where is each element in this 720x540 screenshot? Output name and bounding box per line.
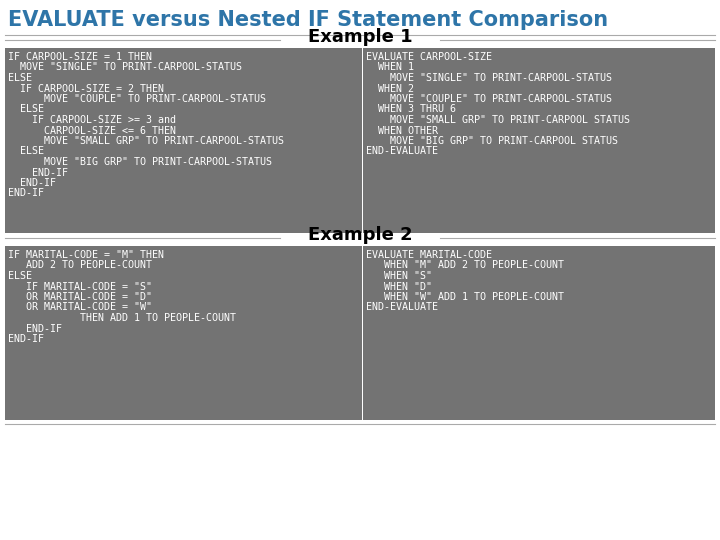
- Text: MOVE "SMALL GRP" TO PRINT-CARPOOL STATUS: MOVE "SMALL GRP" TO PRINT-CARPOOL STATUS: [366, 115, 630, 125]
- Text: ELSE: ELSE: [8, 146, 44, 157]
- Text: CARPOOL-SIZE <= 6 THEN: CARPOOL-SIZE <= 6 THEN: [8, 125, 176, 136]
- Text: EVALUATE MARITAL-CODE: EVALUATE MARITAL-CODE: [366, 250, 492, 260]
- Text: WHEN OTHER: WHEN OTHER: [366, 125, 438, 136]
- Text: MOVE "COUPLE" TO PRINT-CARPOOL-STATUS: MOVE "COUPLE" TO PRINT-CARPOOL-STATUS: [366, 94, 612, 104]
- Text: WHEN "M" ADD 2 TO PEOPLE-COUNT: WHEN "M" ADD 2 TO PEOPLE-COUNT: [366, 260, 564, 271]
- Text: END-EVALUATE: END-EVALUATE: [366, 302, 438, 313]
- Text: WHEN 2: WHEN 2: [366, 84, 414, 93]
- Text: WHEN "W" ADD 1 TO PEOPLE-COUNT: WHEN "W" ADD 1 TO PEOPLE-COUNT: [366, 292, 564, 302]
- Text: IF CARPOOL-SIZE >= 3 and: IF CARPOOL-SIZE >= 3 and: [8, 115, 176, 125]
- Text: WHEN "S": WHEN "S": [366, 271, 432, 281]
- Text: Example 2: Example 2: [307, 226, 413, 244]
- Text: OR MARITAL-CODE = "D": OR MARITAL-CODE = "D": [8, 292, 152, 302]
- Text: ADD 2 TO PEOPLE-COUNT: ADD 2 TO PEOPLE-COUNT: [8, 260, 152, 271]
- Text: WHEN 1: WHEN 1: [366, 63, 414, 72]
- Text: OR MARITAL-CODE = "W": OR MARITAL-CODE = "W": [8, 302, 152, 313]
- Text: IF MARITAL-CODE = "M" THEN: IF MARITAL-CODE = "M" THEN: [8, 250, 164, 260]
- FancyBboxPatch shape: [5, 48, 362, 233]
- Text: WHEN 3 THRU 6: WHEN 3 THRU 6: [366, 105, 456, 114]
- Text: MOVE "BIG GRP" TO PRINT-CARPOOL STATUS: MOVE "BIG GRP" TO PRINT-CARPOOL STATUS: [366, 136, 618, 146]
- Text: WHEN "D": WHEN "D": [366, 281, 432, 292]
- Text: THEN ADD 1 TO PEOPLE-COUNT: THEN ADD 1 TO PEOPLE-COUNT: [8, 313, 236, 323]
- Text: IF CARPOOL-SIZE = 1 THEN: IF CARPOOL-SIZE = 1 THEN: [8, 52, 152, 62]
- Text: ELSE: ELSE: [8, 105, 44, 114]
- Text: IF CARPOOL-SIZE = 2 THEN: IF CARPOOL-SIZE = 2 THEN: [8, 84, 164, 93]
- Text: ELSE: ELSE: [8, 73, 32, 83]
- Text: MOVE "SINGLE" TO PRINT-CARPOOL-STATUS: MOVE "SINGLE" TO PRINT-CARPOOL-STATUS: [366, 73, 612, 83]
- Text: END-IF: END-IF: [8, 167, 68, 178]
- FancyBboxPatch shape: [5, 246, 362, 420]
- FancyBboxPatch shape: [363, 246, 715, 420]
- Text: EVALUATE CARPOOL-SIZE: EVALUATE CARPOOL-SIZE: [366, 52, 492, 62]
- Text: END-IF: END-IF: [8, 188, 44, 199]
- Text: END-IF: END-IF: [8, 334, 44, 344]
- Text: MOVE "COUPLE" TO PRINT-CARPOOL-STATUS: MOVE "COUPLE" TO PRINT-CARPOOL-STATUS: [8, 94, 266, 104]
- Text: END-EVALUATE: END-EVALUATE: [366, 146, 438, 157]
- Text: IF MARITAL-CODE = "S": IF MARITAL-CODE = "S": [8, 281, 152, 292]
- Text: END-IF: END-IF: [8, 178, 56, 188]
- Text: END-IF: END-IF: [8, 323, 62, 334]
- Text: MOVE "SINGLE" TO PRINT-CARPOOL-STATUS: MOVE "SINGLE" TO PRINT-CARPOOL-STATUS: [8, 63, 242, 72]
- Text: EVALUATE versus Nested IF Statement Comparison: EVALUATE versus Nested IF Statement Comp…: [8, 10, 608, 30]
- Text: Example 1: Example 1: [307, 28, 413, 46]
- FancyBboxPatch shape: [363, 48, 715, 233]
- Text: MOVE "BIG GRP" TO PRINT-CARPOOL-STATUS: MOVE "BIG GRP" TO PRINT-CARPOOL-STATUS: [8, 157, 272, 167]
- Text: ELSE: ELSE: [8, 271, 32, 281]
- Text: MOVE "SMALL GRP" TO PRINT-CARPOOL-STATUS: MOVE "SMALL GRP" TO PRINT-CARPOOL-STATUS: [8, 136, 284, 146]
